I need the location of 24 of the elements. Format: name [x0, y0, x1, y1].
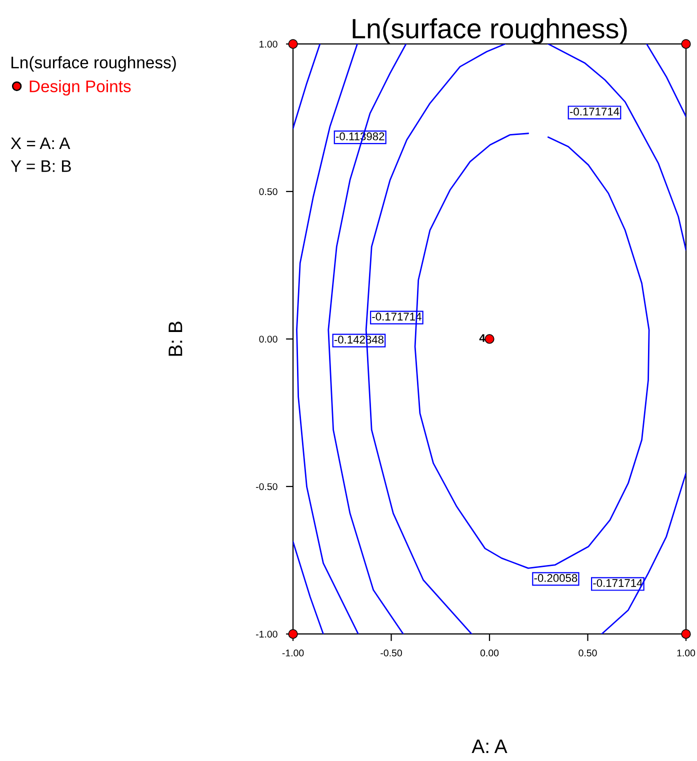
x-tick-label: 0.00: [480, 650, 499, 656]
chart-title: Ln(surface roughness): [352, 18, 627, 44]
point: [681, 39, 691, 49]
legend-label: Design Points: [30, 80, 131, 96]
y-axis-title: B: B: [168, 322, 182, 356]
x-tick-label: -0.50: [380, 650, 402, 656]
y-tick-label: 1.00: [260, 40, 278, 48]
y-tick-label: -0.50: [256, 483, 278, 490]
y-tick-label: 0.00: [259, 336, 278, 343]
annotation: -0.171714: [593, 579, 642, 587]
annotation: 4: [479, 334, 486, 342]
text: X = A: A: [10, 138, 70, 150]
line-series: [548, 44, 686, 251]
legend-title: Ln(surface roughness): [12, 56, 176, 72]
annotation: -0.171714: [570, 108, 620, 116]
annotation: -0.20058: [534, 574, 578, 582]
x-tick-label: 0.50: [578, 650, 597, 656]
x-axis-title: A: A: [472, 740, 508, 753]
point: [484, 334, 494, 344]
y-tick-label: -1.00: [256, 630, 278, 638]
x-tick-label: -1.00: [282, 650, 304, 656]
y-tick-label: 0.50: [259, 188, 278, 196]
text: Y = B: B: [10, 160, 71, 172]
x-tick-label: 1.00: [677, 650, 696, 656]
